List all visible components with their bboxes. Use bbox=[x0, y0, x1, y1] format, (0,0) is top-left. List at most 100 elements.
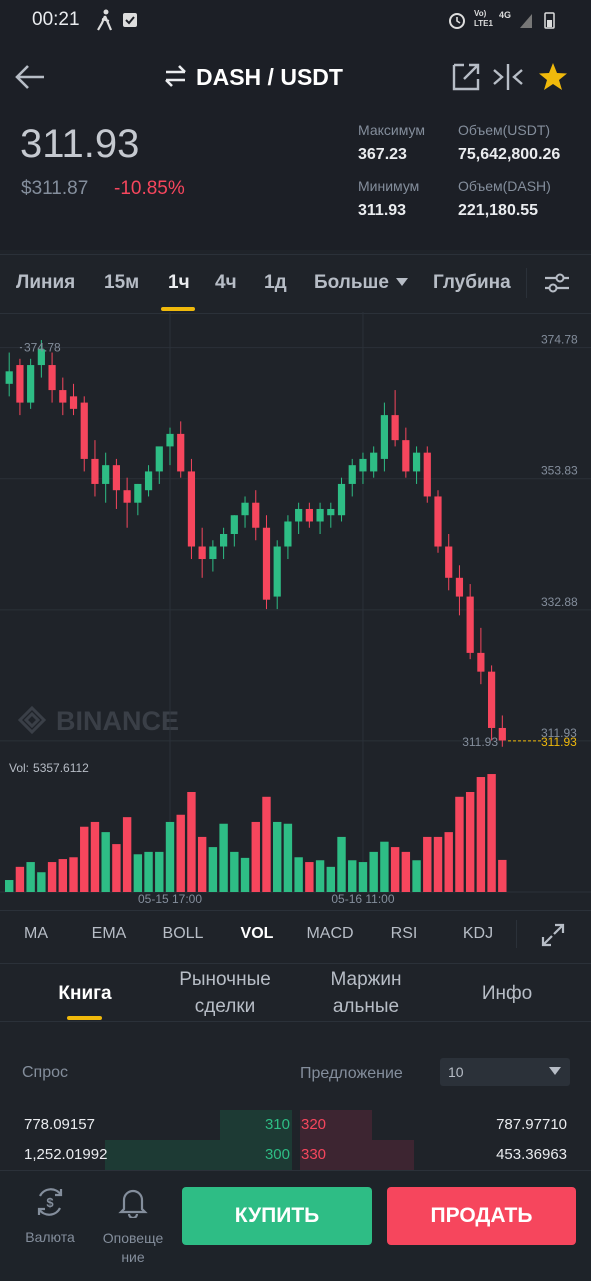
candle-body bbox=[209, 546, 217, 560]
interval-tab[interactable]: 4ч bbox=[215, 272, 237, 293]
volume-bar bbox=[465, 792, 475, 892]
kline-chart[interactable]: BINANCE 374.78 353.83 332.88 311.93 05-15 17:… bbox=[0, 312, 591, 910]
favorite-star[interactable] bbox=[539, 63, 567, 90]
candle-body bbox=[466, 596, 474, 653]
candle-body bbox=[498, 727, 506, 741]
volume-bar bbox=[294, 857, 303, 892]
volume-bar bbox=[101, 832, 110, 892]
depth-select[interactable] bbox=[440, 1058, 570, 1086]
candle-body bbox=[27, 365, 35, 403]
status-time: 00:21 bbox=[32, 9, 80, 30]
ask-amount: 330 bbox=[301, 1146, 327, 1163]
buy-button[interactable]: КУПИТЬ bbox=[182, 1187, 372, 1245]
interval-tab[interactable]: 1д bbox=[264, 272, 287, 293]
stat-value: 75,642,800.26 bbox=[458, 146, 561, 163]
candle-body bbox=[262, 527, 271, 600]
header-panel bbox=[0, 0, 591, 250]
volume-bar bbox=[444, 832, 453, 892]
y-tick-label: 374.78 bbox=[541, 333, 578, 347]
status-icons-left bbox=[97, 9, 137, 31]
volume-bar bbox=[455, 796, 464, 892]
active-underline bbox=[161, 307, 195, 311]
volume-bar bbox=[37, 872, 46, 892]
bid-depth-bar bbox=[105, 1140, 292, 1170]
volume-bar bbox=[187, 792, 196, 892]
volume-bar bbox=[305, 862, 314, 892]
share-icon[interactable] bbox=[452, 63, 480, 91]
pair-title[interactable]: DASH / USDT bbox=[196, 64, 343, 90]
watermark-logo bbox=[17, 705, 47, 735]
volume-bar bbox=[476, 777, 486, 892]
section-tab[interactable]: Маржин альные bbox=[331, 966, 402, 1020]
volume-bar bbox=[208, 847, 218, 892]
candle-body bbox=[80, 402, 88, 459]
indicator-tab[interactable]: MA bbox=[24, 925, 48, 942]
ask-price: 787.97710 bbox=[496, 1116, 567, 1133]
volume-bar bbox=[273, 821, 282, 892]
back-button[interactable] bbox=[14, 62, 48, 92]
nav-alerts[interactable]: Оповеще ние bbox=[103, 1229, 163, 1267]
y-tick-label: 311.93 bbox=[541, 726, 577, 740]
indicator-tab[interactable]: BOLL bbox=[162, 925, 204, 942]
stat-label: Объем(USDT) bbox=[458, 122, 551, 138]
volume-bar bbox=[358, 862, 368, 892]
interval-tab[interactable]: 15м bbox=[104, 272, 140, 293]
stat-value: 221,180.55 bbox=[458, 202, 539, 219]
volume-bar bbox=[58, 859, 67, 892]
last-price-left: 311.93 bbox=[462, 735, 498, 749]
separator bbox=[526, 268, 527, 298]
last-price-label: 311.93 bbox=[541, 735, 577, 749]
candle-body bbox=[5, 371, 13, 384]
compare-icon[interactable] bbox=[493, 64, 523, 90]
volume-bar bbox=[380, 841, 389, 892]
usd-price: $311.87 bbox=[21, 178, 89, 199]
y-tick-label: 332.88 bbox=[541, 595, 578, 609]
alert-icon[interactable] bbox=[118, 1186, 148, 1218]
bid-header: Спрос bbox=[22, 1064, 69, 1081]
ask-depth-bar bbox=[300, 1140, 414, 1170]
section-tab[interactable]: Рыночные сделки bbox=[179, 966, 271, 1020]
candle-body bbox=[198, 546, 206, 560]
interval-tab[interactable]: Глубина bbox=[433, 272, 511, 293]
bid-price: 1,252.01992 bbox=[24, 1146, 108, 1163]
volume-bar bbox=[390, 847, 400, 892]
bid-amount: 310 bbox=[264, 1116, 290, 1133]
section-tab[interactable]: Книга bbox=[58, 980, 111, 1007]
x-tick-label: 05-15 17:00 bbox=[138, 892, 202, 906]
indicator-tab[interactable]: KDJ bbox=[462, 925, 494, 942]
price-change: -10.85% bbox=[114, 178, 185, 199]
swap-icon[interactable] bbox=[163, 64, 189, 88]
volume-bar bbox=[176, 814, 185, 892]
settings-icon[interactable] bbox=[543, 270, 571, 296]
indicator-tab[interactable]: EMA bbox=[91, 925, 127, 942]
bid-price: 778.09157 bbox=[24, 1116, 95, 1133]
volume-bar bbox=[487, 774, 496, 892]
section-tab[interactable]: Инфо bbox=[482, 980, 532, 1007]
volume-bar bbox=[112, 844, 121, 892]
fullscreen-icon[interactable] bbox=[540, 922, 566, 948]
indicator-tab[interactable]: RSI bbox=[390, 925, 418, 942]
depth-value[interactable]: 10 bbox=[448, 1064, 464, 1080]
stat-label: Объем(DASH) bbox=[458, 178, 551, 194]
interval-tab[interactable]: 1ч bbox=[168, 272, 190, 293]
nav-currency[interactable]: Валюта bbox=[25, 1229, 75, 1245]
indicator-tab[interactable]: MACD bbox=[306, 925, 354, 942]
stat-value: 367.23 bbox=[358, 146, 407, 163]
sell-button[interactable]: ПРОДАТЬ bbox=[387, 1187, 576, 1245]
candle-body bbox=[412, 452, 421, 472]
candle-body bbox=[166, 433, 174, 447]
volume-bar bbox=[337, 836, 346, 892]
lte: LTE1 bbox=[474, 19, 493, 28]
interval-tab[interactable]: Линия bbox=[16, 272, 76, 293]
interval-tab[interactable]: Больше bbox=[314, 272, 389, 293]
currency-icon[interactable]: $ bbox=[34, 1186, 66, 1218]
candle-body bbox=[337, 483, 346, 516]
stat-value: 311.93 bbox=[358, 202, 407, 219]
signal-battery bbox=[520, 12, 555, 29]
bid-amount: 300 bbox=[264, 1146, 290, 1163]
volume-bar bbox=[133, 854, 143, 892]
volume-bar bbox=[26, 862, 35, 892]
indicator-tab[interactable]: VOL bbox=[240, 925, 274, 942]
candle-body bbox=[37, 349, 45, 366]
bid-depth-bar bbox=[220, 1110, 292, 1140]
